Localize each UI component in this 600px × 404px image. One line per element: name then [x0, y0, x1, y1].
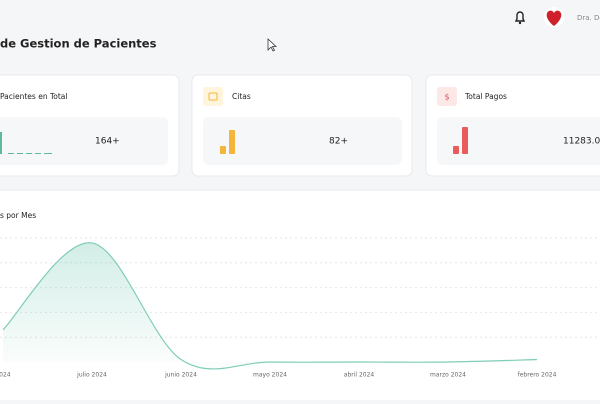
sparkline	[220, 130, 235, 154]
area-line	[2, 242, 538, 370]
card-inner	[0, 117, 168, 165]
area-fill	[3, 242, 537, 369]
x-tick-label: marzo 2024	[430, 372, 466, 379]
card-icon-glyph: $	[444, 93, 449, 102]
bell-icon[interactable]	[514, 11, 526, 25]
x-tick-label: julio 2024	[76, 372, 107, 379]
cursor	[267, 38, 278, 52]
user-name[interactable]: Dra. Do	[577, 14, 600, 22]
chart: 2024 julio 2024 junio 2024 mayo 2024 abril 2…	[0, 237, 600, 379]
card-value: 164+	[95, 137, 120, 147]
card-label: Total Pagos	[464, 92, 507, 101]
card-label: Pacientes en Total	[0, 92, 67, 101]
x-tick-label: junio 2024	[164, 372, 197, 379]
x-tick-label: febrero 2024	[518, 372, 557, 379]
card-icon	[203, 87, 223, 106]
card-value: 11283.00	[563, 137, 600, 147]
calendar-glyph	[208, 92, 218, 101]
x-tick-label: mayo 2024	[253, 372, 287, 379]
sparkline	[453, 127, 468, 154]
avatar[interactable]	[544, 7, 564, 27]
x-tick-label: abril 2024	[344, 372, 375, 379]
card-inner	[203, 117, 402, 165]
card-label: Citas	[232, 92, 251, 101]
page-title: de Gestion de Pacientes	[0, 37, 157, 51]
x-tick-label: 2024	[0, 372, 11, 379]
card-icon	[437, 87, 457, 106]
sparkline	[0, 132, 52, 154]
card-value: 82+	[329, 137, 348, 147]
card-inner	[437, 117, 600, 165]
chart-title: s por Mes	[0, 211, 36, 220]
